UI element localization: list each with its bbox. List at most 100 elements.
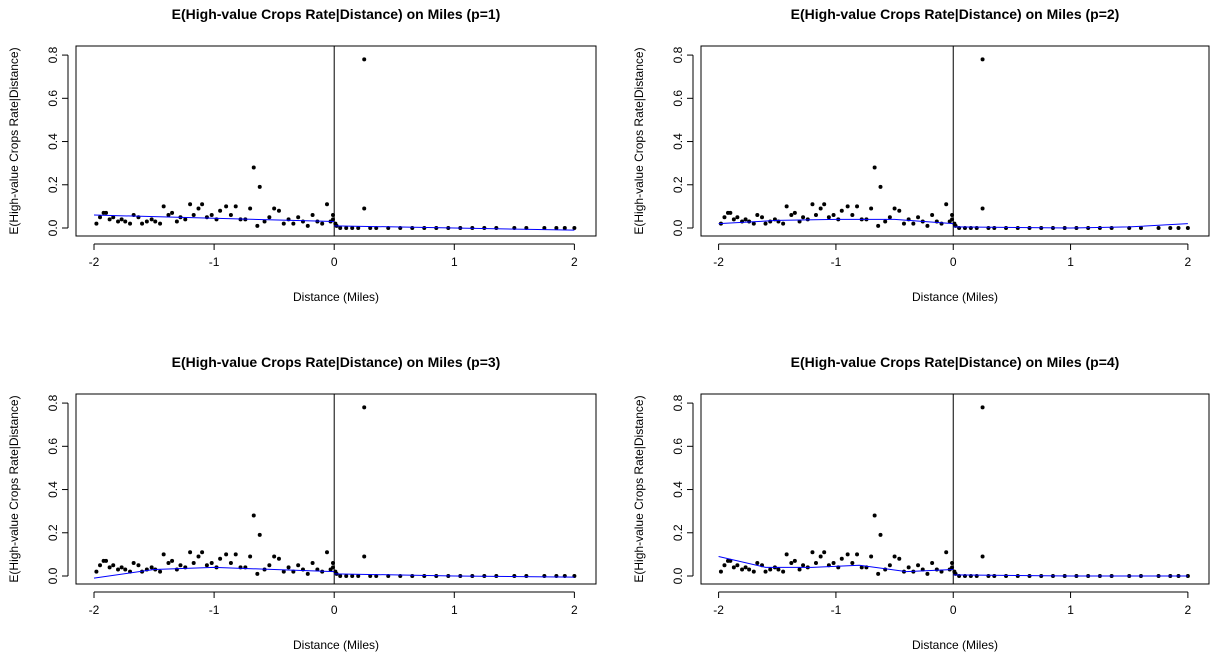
data-point [872, 513, 877, 518]
y-tick-label: 0.4 [46, 481, 60, 498]
data-point [111, 563, 116, 568]
data-point [554, 226, 559, 231]
panel: E(High-value Crops Rate|Distance) on Mil… [632, 354, 1210, 652]
data-point [324, 550, 329, 555]
data-point [1168, 226, 1173, 231]
data-point [166, 561, 171, 566]
y-tick-label: 0.8 [671, 46, 685, 63]
data-point [94, 569, 99, 574]
fit-line [93, 566, 575, 579]
data-point [191, 213, 196, 218]
data-point [939, 569, 944, 574]
x-tick-label: -1 [209, 603, 220, 617]
plot-frame [75, 45, 597, 237]
data-point [797, 567, 802, 572]
y-tick-label: 0.0 [46, 567, 60, 584]
x-tick-label: 0 [950, 603, 957, 617]
data-point [728, 210, 733, 215]
data-point [980, 57, 985, 62]
data-point [801, 563, 806, 568]
x-tick-label: 0 [331, 255, 338, 269]
data-point [255, 571, 260, 576]
data-point [850, 561, 855, 566]
data-point [887, 563, 892, 568]
data-point [813, 213, 818, 218]
y-axis-label: E(High-value Crops Rate|Distance) [632, 47, 646, 234]
plot-frame [75, 393, 597, 585]
data-point [136, 563, 141, 568]
data-point [350, 226, 355, 231]
data-point [482, 226, 487, 231]
x-tick-label: -2 [89, 603, 100, 617]
data-point [324, 202, 329, 207]
data-point [768, 567, 773, 572]
data-point [204, 563, 209, 568]
data-point [743, 565, 748, 570]
data-point [123, 567, 128, 572]
data-point [170, 558, 175, 563]
data-point [144, 219, 149, 224]
data-point [974, 574, 979, 579]
data-point [925, 223, 930, 228]
x-axis-label: Distance (Miles) [912, 638, 998, 652]
data-point [267, 563, 272, 568]
data-point [839, 556, 844, 561]
data-point [512, 574, 517, 579]
data-point [218, 556, 223, 561]
data-point [980, 206, 985, 211]
y-tick-label: 0.6 [46, 438, 60, 455]
x-tick-label: 2 [571, 603, 578, 617]
data-point [735, 215, 740, 220]
data-point [330, 217, 335, 222]
data-point [422, 226, 427, 231]
data-point [542, 226, 547, 231]
y-tick-label: 0.8 [671, 394, 685, 411]
data-point [974, 226, 979, 231]
data-point [98, 563, 103, 568]
data-point [781, 569, 786, 574]
data-point [722, 563, 727, 568]
data-point [116, 219, 121, 224]
x-tick-label: -1 [831, 603, 842, 617]
panel: E(High-value Crops Rate|Distance) on Mil… [7, 6, 597, 304]
data-point [740, 567, 745, 572]
data-point [801, 215, 806, 220]
data-point [344, 226, 349, 231]
chart-title: E(High-value Crops Rate|Distance) on Mil… [172, 6, 501, 22]
y-tick-label: 0.4 [46, 133, 60, 150]
data-point [209, 213, 214, 218]
data-point [291, 221, 296, 226]
data-point [986, 574, 991, 579]
x-tick-label: 1 [451, 255, 458, 269]
x-axis-label: Distance (Miles) [912, 290, 998, 304]
data-point [310, 213, 315, 218]
data-point [200, 202, 205, 207]
data-point [281, 569, 286, 574]
data-point [781, 221, 786, 226]
y-tick-label: 0.2 [46, 176, 60, 193]
y-tick-label: 0.0 [671, 567, 685, 584]
data-point [296, 215, 301, 220]
data-point [743, 217, 748, 222]
data-point [262, 219, 267, 224]
data-point [224, 204, 229, 209]
data-point [94, 221, 99, 226]
data-point [1138, 226, 1143, 231]
data-point [248, 206, 253, 211]
data-point [1004, 226, 1009, 231]
plot-frame [700, 45, 1210, 237]
data-point [572, 226, 577, 231]
y-tick-label: 0.4 [671, 481, 685, 498]
data-point [1176, 226, 1181, 231]
data-point [233, 552, 238, 557]
data-point [831, 213, 836, 218]
data-point [111, 215, 116, 220]
data-point [119, 565, 124, 570]
data-point [228, 561, 233, 566]
data-point [320, 221, 325, 226]
data-point [810, 550, 815, 555]
data-point [248, 554, 253, 559]
data-point [196, 206, 201, 211]
data-point [1109, 226, 1114, 231]
y-tick-label: 0.2 [671, 176, 685, 193]
